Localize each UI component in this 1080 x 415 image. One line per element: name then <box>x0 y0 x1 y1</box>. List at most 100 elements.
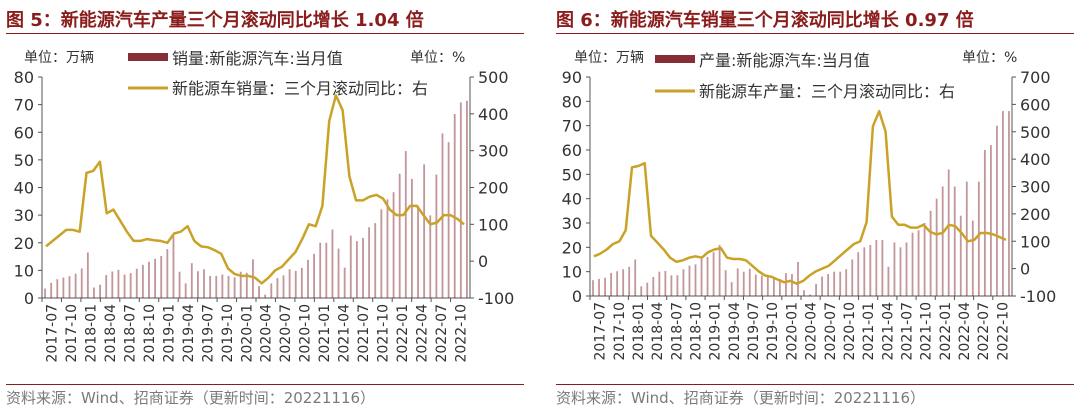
x-tick-label: 2019-07 <box>746 302 762 361</box>
bar <box>74 273 77 298</box>
bar <box>604 277 606 296</box>
left-tick-label: 0 <box>572 287 582 306</box>
bar <box>386 199 389 298</box>
x-tick-label: 2018-01 <box>84 304 100 363</box>
bar <box>791 274 793 296</box>
bar <box>258 286 260 298</box>
x-tick-label: 2021-07 <box>356 304 372 363</box>
x-tick-label: 2019-01 <box>161 304 177 363</box>
bar <box>628 266 631 296</box>
bar <box>368 227 371 298</box>
left-tick-label: 70 <box>14 96 34 115</box>
bar <box>355 241 358 298</box>
x-tick-label: 2018-01 <box>631 302 647 361</box>
bar <box>670 275 673 296</box>
bar <box>294 270 297 298</box>
bar <box>148 261 150 298</box>
left-tick-label: 60 <box>562 141 582 160</box>
bar <box>227 275 230 298</box>
right-tick-label: -100 <box>1020 287 1056 306</box>
bar <box>996 125 998 297</box>
bar <box>453 114 456 298</box>
bar <box>392 192 395 298</box>
bar <box>325 242 328 298</box>
left-tick-label: 60 <box>14 123 34 142</box>
bar <box>821 276 824 296</box>
right-tick-label: 100 <box>478 215 509 234</box>
bar <box>93 287 95 298</box>
bar <box>917 230 920 296</box>
bar <box>664 270 667 296</box>
x-tick-label: 2019-04 <box>181 304 197 363</box>
bar <box>742 271 745 296</box>
bar <box>313 253 316 298</box>
title-rule <box>556 33 1074 34</box>
x-tick-label: 2021-01 <box>861 302 877 361</box>
x-tick-label: 2022-01 <box>395 304 411 363</box>
left-tick-label: 30 <box>562 214 582 233</box>
line-series <box>593 109 1007 285</box>
bar <box>881 240 884 296</box>
x-tick-label: 2018-04 <box>650 302 666 361</box>
bar <box>941 186 944 296</box>
x-tick-label: 2021-10 <box>375 304 391 363</box>
right-tick-label: 400 <box>1020 150 1051 169</box>
left-tick-label: 0 <box>24 289 34 308</box>
bar <box>724 270 727 296</box>
bar <box>166 249 169 298</box>
left-unit-label: 单位：万辆 <box>574 50 644 66</box>
right-tick-label: 700 <box>1020 68 1051 87</box>
left-tick-label: 40 <box>562 190 582 209</box>
chart-title: 图 5：新能源汽车产量三个月滚动同比增长 1.04 倍 <box>6 10 424 31</box>
x-tick-label: 2022-04 <box>414 304 430 363</box>
bar <box>343 267 346 298</box>
x-tick-label: 2020-04 <box>259 304 275 363</box>
bar <box>404 151 407 298</box>
right-unit-label: 单位：% <box>962 50 1017 66</box>
x-tick-label: 2020-07 <box>278 304 294 363</box>
bar <box>111 271 114 298</box>
x-tick-label: 2022-01 <box>938 302 954 361</box>
bar <box>435 174 438 298</box>
bar <box>80 268 83 298</box>
bar <box>209 275 212 298</box>
bar <box>905 242 908 296</box>
bar <box>447 142 450 298</box>
left-tick-label: 70 <box>562 117 582 136</box>
legend-line-label: 新能源车销量：三个月滚动同比：右 <box>172 79 428 98</box>
bar <box>129 273 132 298</box>
bar <box>772 277 775 296</box>
x-tick-label: 2021-04 <box>880 302 896 361</box>
bar <box>833 271 836 296</box>
x-tick-label: 2021-01 <box>317 304 333 363</box>
bar <box>730 282 733 296</box>
right-tick-label: 600 <box>1020 95 1051 114</box>
bar <box>676 275 679 296</box>
right-tick-label: 0 <box>478 252 488 271</box>
right-tick-label: 300 <box>1020 178 1051 197</box>
bar <box>337 248 340 298</box>
right-tick-label: 400 <box>478 105 509 124</box>
x-tick-label: 2022-07 <box>434 304 450 363</box>
bar <box>319 242 322 298</box>
left-tick-label: 80 <box>14 68 34 87</box>
bar <box>178 271 181 298</box>
bar <box>869 244 872 296</box>
legend-bar-label: 产量:新能源汽车:当月值 <box>699 51 870 70</box>
bar <box>989 145 992 296</box>
bar <box>44 288 46 298</box>
bar <box>62 277 65 298</box>
bar <box>634 259 637 296</box>
bar <box>953 186 956 296</box>
left-tick-label: 50 <box>14 151 34 170</box>
bar <box>839 271 842 296</box>
bar <box>694 264 697 296</box>
bar <box>923 223 926 296</box>
bar <box>899 247 902 296</box>
bar <box>1008 111 1010 296</box>
bar <box>959 215 962 296</box>
bar <box>99 284 102 298</box>
bar <box>221 274 224 298</box>
bar <box>300 267 303 298</box>
bar <box>141 264 144 298</box>
